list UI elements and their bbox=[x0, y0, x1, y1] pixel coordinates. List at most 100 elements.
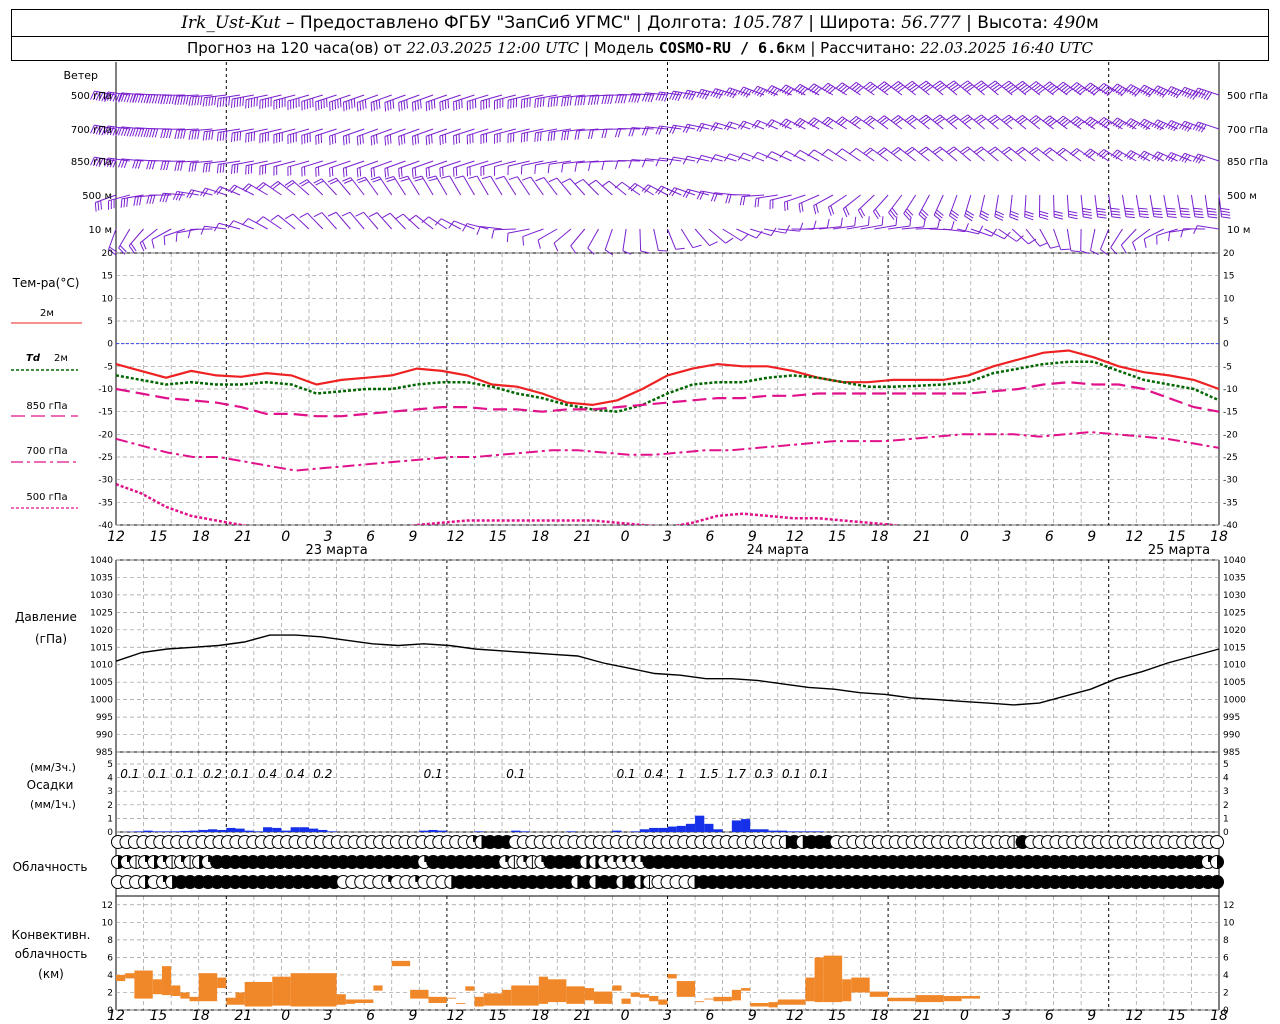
wind-barb-flag bbox=[1021, 86, 1030, 93]
temperature-tick-left: 15 bbox=[102, 272, 113, 282]
wind-barb-flag bbox=[132, 127, 136, 137]
wind-barb bbox=[467, 94, 489, 102]
wind-barb-flag bbox=[851, 117, 859, 125]
wind-barb-flag bbox=[553, 97, 556, 107]
wind-barb-flag bbox=[904, 114, 913, 121]
wind-barb-flag bbox=[1003, 116, 1012, 123]
wind-barb-flag bbox=[356, 102, 359, 112]
temperature-tick-right: -40 bbox=[1223, 521, 1238, 531]
precip-bar bbox=[612, 830, 622, 832]
wind-barb-flag bbox=[186, 189, 192, 198]
wind-barb-flag bbox=[1194, 213, 1204, 216]
wind-barb bbox=[562, 160, 585, 165]
wind-barb bbox=[335, 177, 351, 196]
wind-barb-flag bbox=[123, 93, 128, 103]
wind-barb-flag bbox=[903, 213, 911, 221]
precip-3h-label: 0.1 bbox=[424, 767, 443, 781]
precip-bar bbox=[741, 819, 751, 832]
wind-barb-flag bbox=[356, 176, 366, 181]
wind-barb-flag bbox=[136, 196, 139, 206]
wind-barb-flag bbox=[936, 118, 945, 125]
wind-barb bbox=[595, 179, 613, 196]
wind-barb-flag bbox=[272, 182, 281, 190]
wind-barb-flag bbox=[677, 92, 683, 101]
wind-barb-flag bbox=[106, 92, 112, 101]
wind-barb bbox=[248, 218, 268, 230]
wind-barb-flag bbox=[566, 96, 570, 106]
wind-barb-flag bbox=[1076, 87, 1085, 94]
precip-tick-left: 4 bbox=[107, 774, 113, 784]
wind-barb-flag bbox=[345, 135, 348, 145]
wind-barb-flag bbox=[120, 198, 123, 208]
wind-barb-flag bbox=[139, 196, 142, 206]
wind-barb bbox=[517, 176, 531, 196]
wind-barb-flag bbox=[881, 216, 884, 226]
wind-barb-flag bbox=[341, 211, 351, 217]
wind-barb-flag bbox=[1044, 83, 1053, 90]
wind-barb-flag bbox=[537, 98, 539, 108]
wind-barb-flag bbox=[98, 126, 104, 136]
wind-barb-flag bbox=[1074, 119, 1082, 126]
wind-barb-flag bbox=[542, 97, 545, 107]
wind-barb-flag bbox=[773, 88, 780, 97]
convective-tick-right: 0 bbox=[1223, 1006, 1229, 1016]
wind-barb-flag bbox=[400, 178, 410, 182]
wind-barb-flag bbox=[219, 163, 222, 173]
wind-barb bbox=[873, 194, 889, 212]
wind-barb-flag bbox=[403, 100, 406, 110]
wind-barb-flag bbox=[370, 102, 373, 112]
hour-label: 21 bbox=[574, 529, 592, 545]
wind-barb bbox=[939, 146, 958, 162]
convective-bar bbox=[161, 966, 172, 996]
pressure-tick-left: 1040 bbox=[90, 556, 113, 566]
wind-barb-flag bbox=[962, 116, 971, 123]
wind-barb-flag bbox=[725, 237, 734, 244]
wind-barb-flag bbox=[888, 212, 895, 220]
wind-barb-flag bbox=[610, 95, 614, 105]
wind-barb-flag bbox=[1110, 117, 1118, 125]
wind-barb-flag bbox=[726, 122, 733, 131]
wind-barb-flag bbox=[851, 83, 859, 91]
precip-bar bbox=[290, 827, 300, 832]
wind-barb-flag bbox=[1167, 87, 1175, 96]
convective-tick-right: 8 bbox=[1223, 936, 1229, 946]
cloud-panel bbox=[111, 835, 1224, 889]
wind-barb-flag bbox=[1138, 210, 1149, 213]
wind-barb-flag bbox=[1035, 86, 1044, 93]
wind-barb-flag bbox=[1030, 82, 1039, 90]
wind-barb-flag bbox=[1220, 207, 1230, 211]
precip-3h-label: 0.1 bbox=[506, 767, 525, 781]
wind-barb-flag bbox=[1049, 120, 1057, 127]
wind-barb-flag bbox=[628, 159, 633, 169]
wind-barb-flag bbox=[1124, 207, 1134, 210]
wind-barb bbox=[860, 224, 883, 230]
precip-bar bbox=[189, 830, 199, 832]
wind-barb-flag bbox=[1173, 123, 1180, 132]
wind-barb bbox=[521, 94, 544, 101]
wind-barb-flag bbox=[1046, 84, 1055, 92]
wind-barb-flag bbox=[801, 202, 804, 212]
wind-barb-flag bbox=[256, 182, 264, 189]
wind-barb-flag bbox=[587, 247, 595, 255]
wind-barb-flag bbox=[109, 158, 115, 168]
wind-barb bbox=[262, 216, 282, 230]
wind-barb-flag bbox=[978, 225, 984, 235]
wind-barb-flag bbox=[1015, 146, 1023, 154]
wind-barb-flag bbox=[1049, 86, 1057, 93]
wind-barb-flag bbox=[1178, 120, 1186, 129]
wind-barb-flag bbox=[620, 94, 625, 104]
wind-barb-flag bbox=[372, 178, 382, 183]
wind-barb-flag bbox=[934, 116, 943, 123]
wind-barb bbox=[95, 194, 117, 203]
wind-barb-flag bbox=[948, 148, 957, 155]
wind-barb-flag bbox=[781, 85, 789, 94]
wind-barb-flag bbox=[175, 232, 178, 242]
wind-barb-flag bbox=[1192, 92, 1199, 100]
wind-barb-flag bbox=[991, 228, 998, 237]
precip-bar bbox=[198, 829, 208, 832]
precip-bar bbox=[143, 830, 153, 832]
wind-barb-flag bbox=[768, 86, 775, 95]
precip-bar bbox=[796, 831, 806, 832]
latitude-label: Широта: bbox=[819, 13, 896, 33]
wind-barb bbox=[1110, 228, 1123, 248]
